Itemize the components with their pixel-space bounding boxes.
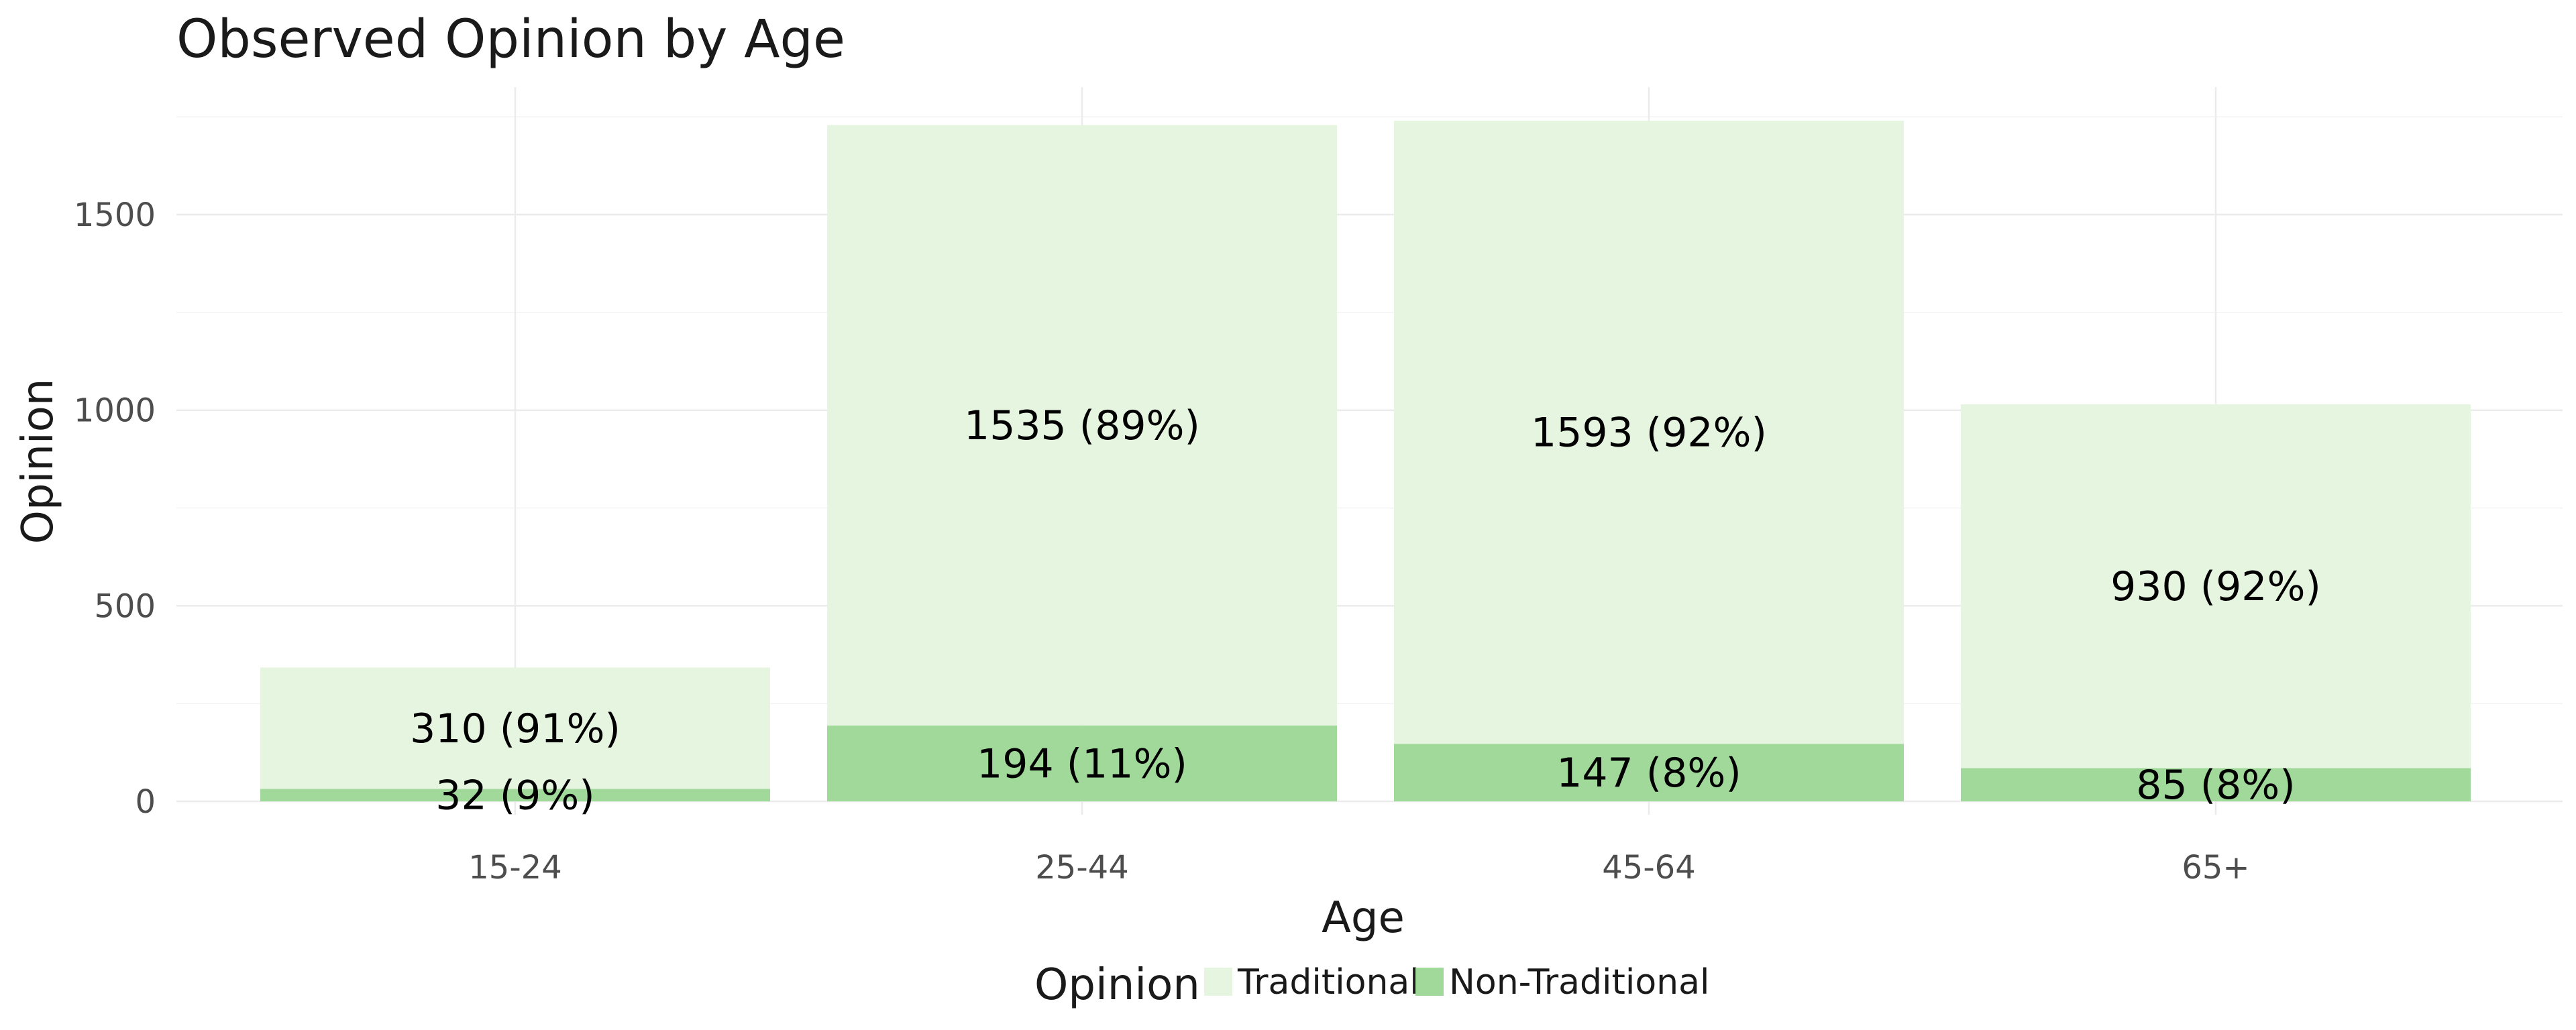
bars: [260, 121, 2471, 801]
y-tick-label: 1000: [74, 392, 156, 430]
chart-title: Observed Opinion by Age: [176, 9, 845, 70]
data-label-traditional: 1535 (89%): [964, 402, 1200, 449]
legend-key-non-traditional: [1415, 968, 1444, 996]
y-axis-title: Opinion: [13, 379, 63, 545]
x-tick-label: 65+: [2182, 849, 2249, 886]
bar-non-traditional: [1961, 768, 2471, 801]
data-labels: 310 (91%) 32 (9%) 1535 (89%) 194 (11%) 1593 …: [410, 402, 2321, 819]
x-tick-label: 15-24: [468, 849, 561, 886]
x-axis: 15-24 25-44 45-64 65+: [468, 849, 2249, 886]
bar-non-traditional: [260, 789, 770, 801]
x-tick-label: 45-64: [1602, 849, 1695, 886]
y-tick-label: 0: [135, 783, 156, 821]
bar-non-traditional: [1394, 744, 1904, 801]
legend-key-traditional: [1204, 968, 1232, 996]
data-label-non-traditional: 85 (8%): [2136, 762, 2295, 809]
data-label-non-traditional: 147 (8%): [1556, 750, 1741, 797]
data-label-traditional: 930 (92%): [2110, 563, 2321, 610]
bar-traditional: [260, 667, 770, 789]
y-axis: 0 500 1000 1500: [74, 196, 156, 821]
y-tick-label: 1500: [74, 196, 156, 234]
legend: Opinion Traditional Non-Traditional: [1034, 960, 1709, 1010]
bar-traditional: [1394, 121, 1904, 744]
legend-label-non-traditional: Non-Traditional: [1449, 962, 1709, 1003]
legend-label-traditional: Traditional: [1237, 962, 1419, 1003]
bar-traditional: [827, 125, 1337, 726]
x-axis-title: Age: [1322, 893, 1405, 943]
data-label-traditional: 1593 (92%): [1531, 410, 1767, 457]
legend-title: Opinion: [1034, 960, 1200, 1010]
data-label-traditional: 310 (91%): [410, 705, 621, 752]
data-label-non-traditional: 32 (9%): [435, 772, 594, 819]
bar-traditional: [1961, 404, 2471, 768]
data-label-non-traditional: 194 (11%): [977, 740, 1187, 787]
bar-non-traditional: [827, 725, 1337, 801]
x-tick-label: 25-44: [1035, 849, 1128, 886]
y-tick-label: 500: [94, 587, 156, 625]
